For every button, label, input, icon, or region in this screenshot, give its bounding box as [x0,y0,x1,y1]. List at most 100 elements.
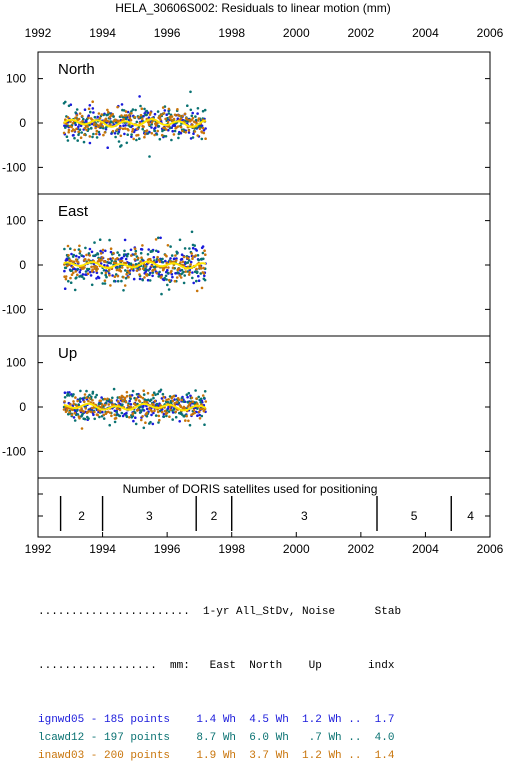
data-point [135,393,139,396]
data-point [148,113,152,116]
data-point [170,254,174,257]
data-point [186,261,190,264]
data-point [172,117,176,121]
data-point [138,267,142,271]
data-point [67,254,70,257]
data-point [135,269,139,272]
data-point [72,393,75,396]
data-point [118,267,121,271]
data-point [70,413,74,417]
data-point [113,413,116,417]
data-point [103,131,107,134]
data-point [83,108,87,111]
top-x-tick-label: 1996 [154,26,181,40]
data-point [91,100,94,103]
data-point [141,127,144,131]
data-point [127,128,130,132]
data-point [92,413,95,417]
data-point [88,123,91,127]
data-point [90,250,94,254]
stats-header-2: .................. mm: East North Up ind… [38,660,395,672]
data-point [175,257,178,260]
data-point [69,120,72,123]
data-point [200,137,204,141]
data-point [144,264,147,268]
panels: North 100 0 -100 East 100 0 -100 Up 100 0 -100 [2,51,491,479]
data-point [152,396,155,400]
data-point [175,276,179,279]
data-point [100,415,104,418]
data-point [177,398,181,402]
data-point [164,117,167,121]
data-point [87,410,91,413]
data-point [193,411,196,415]
data-point [129,403,133,406]
data-point [100,271,104,275]
data-point [165,414,168,418]
data-point [132,419,135,423]
data-point [109,261,112,265]
data-point [161,257,164,261]
data-point [165,254,168,258]
data-point [74,396,77,399]
y-tick-label: 0 [19,400,26,414]
data-point [73,136,76,140]
data-point [129,395,132,398]
data-point [178,267,181,270]
data-point [92,132,95,136]
data-point [148,407,151,410]
data-point [75,404,78,407]
data-point [192,255,195,258]
data-point [198,417,202,420]
data-point [124,269,127,272]
data-point [152,391,156,395]
data-point [83,393,87,396]
data-point [140,248,144,251]
data-point [124,261,128,265]
data-point [72,260,76,264]
doris-panel: Number of DORIS satellites used for posi… [37,477,491,538]
data-point [202,409,206,413]
data-point [63,263,66,266]
data-point [125,390,129,394]
data-point [93,410,96,414]
data-point [104,269,108,272]
data-point [69,276,72,280]
data-point [178,420,181,423]
data-point [104,249,107,253]
data-point [75,254,78,258]
data-point [130,110,133,113]
data-point [98,415,101,419]
stats-rows: ignwd05 - 185 points 1.4 Wh 4.5 Wh 1.2 W… [38,711,498,762]
data-point [145,129,149,132]
data-point [141,408,144,411]
data-point [147,248,150,251]
data-point [106,397,109,401]
data-point [92,111,95,114]
data-point [126,404,130,407]
top-x-tick-label: 1994 [89,26,116,40]
data-point [67,104,71,108]
data-point [187,419,190,423]
data-point [128,125,132,128]
data-point [144,421,147,425]
data-point [84,407,87,410]
stats-row: inawd03 - 200 points 1.9 Wh 3.7 Wh 1.2 W… [38,750,395,762]
data-point [153,133,156,137]
data-point [145,414,149,418]
data-point [149,398,153,402]
data-point [109,257,112,261]
data-point [198,127,202,130]
y-tick-label: -100 [2,160,26,174]
data-point [125,394,129,398]
data-point [102,413,106,417]
data-point [78,244,81,248]
data-point [87,116,90,120]
data-point [157,125,161,128]
data-point [153,268,157,271]
data-point [199,272,202,275]
stats-table: ....................... 1-yr All_StDv, N… [38,567,498,762]
data-point [91,268,94,272]
data-point [130,254,133,257]
data-point [131,130,134,133]
